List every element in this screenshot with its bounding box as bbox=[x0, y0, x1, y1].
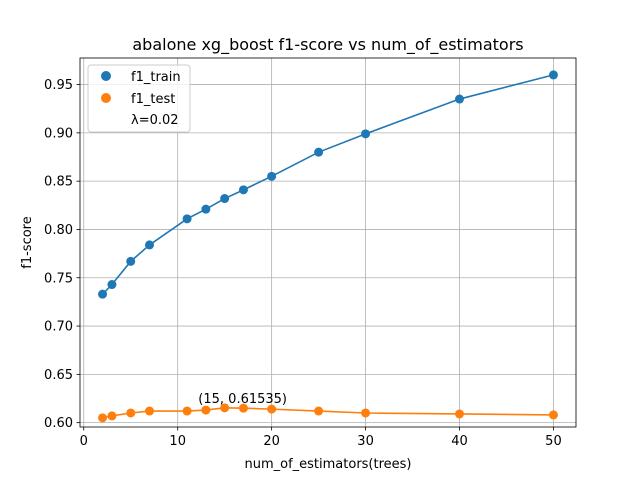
y-tick-label: 0.65 bbox=[44, 368, 73, 383]
data-point-f1-train bbox=[455, 94, 465, 104]
y-tick-label: 0.95 bbox=[44, 78, 73, 93]
data-point-f1-test bbox=[548, 410, 558, 420]
x-tick-label: 30 bbox=[357, 434, 374, 449]
legend-box bbox=[87, 64, 191, 133]
y-axis-label: f1-score bbox=[20, 216, 35, 268]
legend: f1_train f1_test λ=0.02 bbox=[87, 64, 191, 133]
data-point-f1-test bbox=[126, 408, 136, 418]
data-point-f1-test bbox=[98, 413, 108, 423]
y-tick-label: 0.60 bbox=[44, 416, 73, 431]
plot-frame bbox=[79, 57, 577, 428]
legend-marker-f1-test bbox=[101, 93, 111, 103]
data-point-f1-train bbox=[267, 171, 277, 181]
y-tick-label: 0.90 bbox=[44, 126, 73, 141]
data-point-f1-train bbox=[182, 214, 192, 224]
x-axis-label: num_of_estimators(trees) bbox=[244, 457, 411, 472]
axes: 0 10 20 30 40 50 0.60 0.65 0.70 0.75 0.80 0.85 0.90 0… bbox=[44, 78, 562, 449]
series-layer bbox=[98, 70, 558, 423]
x-tick-label: 10 bbox=[169, 434, 186, 449]
data-point-f1-test bbox=[201, 405, 211, 415]
data-point-f1-test bbox=[145, 406, 155, 416]
y-tick-label: 0.75 bbox=[44, 271, 73, 286]
data-point-f1-test bbox=[267, 404, 277, 414]
data-point-f1-train bbox=[201, 204, 211, 214]
data-point-f1-train bbox=[361, 129, 371, 139]
data-point-f1-test bbox=[220, 403, 230, 413]
data-point-f1-train bbox=[220, 194, 230, 204]
data-point-f1-train bbox=[238, 185, 248, 195]
data-point-f1-train bbox=[107, 280, 117, 290]
point-annotation: (15, 0.61535) bbox=[198, 392, 287, 407]
y-tick-label: 0.70 bbox=[44, 320, 73, 335]
chart-title: abalone xg_boost f1-score vs num_of_esti… bbox=[132, 35, 523, 55]
legend-note: λ=0.02 bbox=[131, 113, 179, 128]
data-point-f1-test bbox=[107, 411, 117, 421]
grid bbox=[80, 58, 576, 427]
data-point-f1-train bbox=[145, 240, 155, 250]
data-point-f1-train bbox=[314, 147, 324, 157]
data-point-f1-test bbox=[314, 406, 324, 416]
x-tick-label: 50 bbox=[545, 434, 562, 449]
data-point-f1-train bbox=[126, 256, 136, 266]
legend-label-f1-test: f1_test bbox=[131, 92, 175, 107]
x-tick-label: 0 bbox=[80, 434, 88, 449]
legend-marker-f1-train bbox=[101, 71, 111, 81]
data-point-f1-train bbox=[98, 289, 108, 299]
data-point-f1-test bbox=[238, 403, 248, 413]
y-tick-label: 0.80 bbox=[44, 223, 73, 238]
x-tick-label: 20 bbox=[263, 434, 280, 449]
data-point-f1-test bbox=[361, 408, 371, 418]
y-tick-label: 0.85 bbox=[44, 175, 73, 190]
data-point-f1-test bbox=[182, 406, 192, 416]
data-point-f1-train bbox=[548, 70, 558, 80]
x-tick-label: 40 bbox=[451, 434, 468, 449]
legend-label-f1-train: f1_train bbox=[131, 70, 181, 85]
data-point-f1-test bbox=[455, 409, 465, 419]
